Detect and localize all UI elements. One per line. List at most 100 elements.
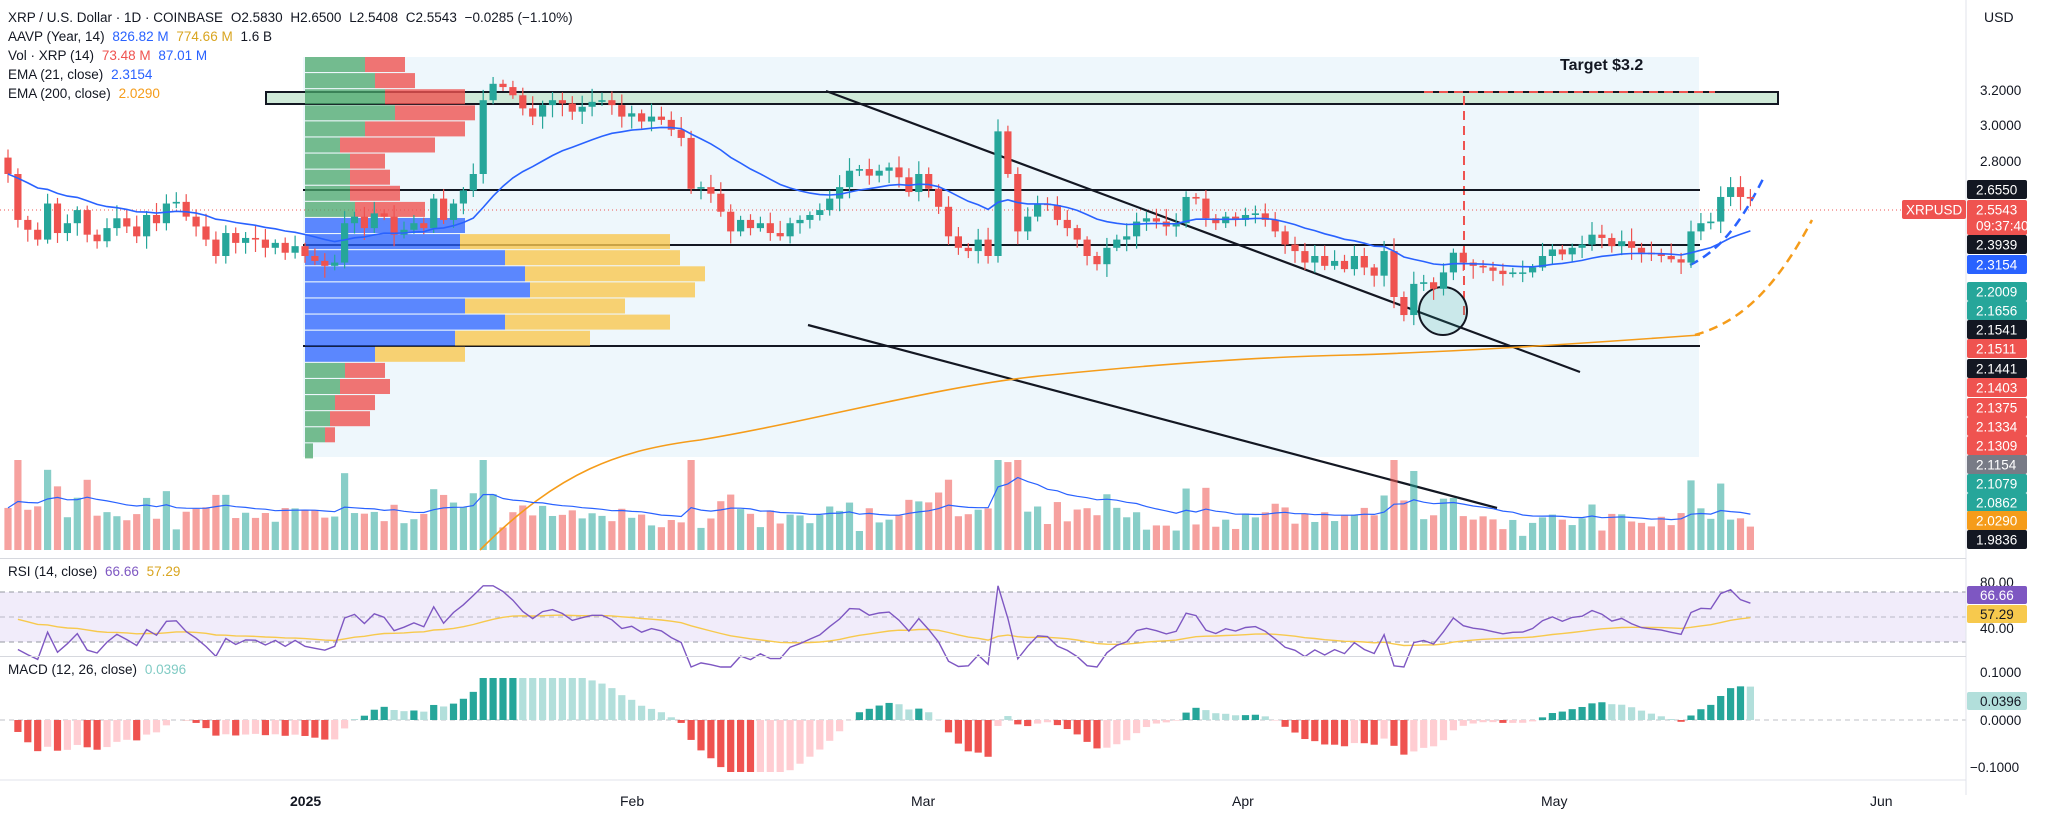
profile-bar-buy	[305, 73, 375, 89]
volume-bar	[598, 515, 606, 550]
macd-bar	[1222, 713, 1230, 720]
candle-body	[350, 216, 359, 224]
volume-bar	[1271, 503, 1279, 550]
rsi-legend[interactable]: RSI (14, close) 66.66 57.29	[8, 562, 184, 581]
macd-bar	[499, 678, 507, 720]
macd-bar	[261, 720, 269, 736]
profile-bar-buy	[305, 443, 313, 459]
ema21-legend[interactable]: EMA (21, close) 2.3154	[8, 65, 156, 84]
macd-bar	[737, 720, 745, 772]
volume-bar	[251, 517, 260, 550]
target-zone-box[interactable]	[265, 91, 1779, 105]
macd-bar	[1043, 720, 1052, 723]
candle-body	[944, 206, 953, 237]
candle-body	[1657, 254, 1665, 256]
candle-body	[1578, 244, 1586, 248]
macd-axis[interactable]: 0.1000 0.0396 0.0000 −0.1000	[1967, 665, 2027, 775]
volume-bar	[865, 508, 873, 550]
price-label: 2.1375	[1976, 401, 2017, 416]
macd-bar	[24, 720, 32, 743]
macd-bar	[1340, 720, 1349, 747]
candle-body	[291, 246, 299, 253]
profile-bar-buy	[305, 395, 335, 411]
close-value: C2.5543	[405, 10, 457, 25]
candle-body	[1558, 249, 1566, 255]
wedge-lower-line[interactable]	[807, 323, 1498, 510]
macd-bar	[865, 708, 873, 720]
volume-bar	[1360, 507, 1368, 550]
volume-bar	[1558, 519, 1566, 550]
macd-bar	[1073, 720, 1081, 735]
volume-bar	[954, 516, 962, 550]
macd-bar	[707, 720, 715, 759]
candle-body	[806, 215, 814, 220]
symbol-legend[interactable]: XRP / U.S. Dollar · 1D · COINBASE O2.583…	[8, 8, 577, 27]
macd-bar	[1083, 720, 1091, 742]
volume-bar	[1123, 517, 1131, 550]
volume-legend[interactable]: Vol · XRP (14) 73.48 M 87.01 M	[8, 46, 211, 65]
macd-bar	[271, 720, 279, 735]
price-axis[interactable]: 3.2000 3.0000 2.8000	[1980, 83, 2021, 169]
aavp-value-2: 774.66 M	[176, 29, 233, 44]
candle-body	[1331, 260, 1339, 266]
volume-bar	[1073, 509, 1081, 550]
time-axis[interactable]: 2025 Feb Mar Apr May Jun	[290, 793, 1893, 809]
candle-body	[865, 169, 873, 176]
candle-body	[1608, 237, 1616, 247]
macd-legend[interactable]: MACD (12, 26, close) 0.0396	[8, 660, 190, 679]
price-label: 2.3154	[1976, 258, 2018, 273]
volume-bar	[944, 479, 953, 550]
price-label-bg	[1967, 417, 2027, 436]
profile-bar-buy	[305, 362, 345, 378]
candle-body	[113, 218, 121, 229]
volume-bar	[519, 505, 527, 550]
macd-bar	[1331, 720, 1339, 745]
volume-value-2: 87.01 M	[158, 48, 208, 63]
macd-bar	[964, 720, 972, 752]
profile-bar-sell	[455, 330, 590, 346]
macd-bar	[44, 720, 52, 747]
volume-bar	[548, 515, 557, 550]
macd-bar	[1598, 702, 1606, 720]
volume-bar	[539, 505, 547, 550]
profile-bar-sell	[350, 185, 400, 201]
aavp-legend[interactable]: AAVP (Year, 14) 826.82 M 774.66 M 1.6 B	[8, 27, 276, 46]
symbol-title[interactable]: XRP / U.S. Dollar · 1D · COINBASE	[8, 10, 224, 25]
macd-bar	[152, 720, 161, 733]
macd-bar	[1618, 704, 1626, 720]
macd-bar	[717, 720, 725, 768]
macd-bar	[1152, 720, 1160, 724]
candle-body	[687, 137, 695, 189]
candle-body	[529, 108, 537, 117]
candle-body	[1736, 187, 1745, 197]
time-tick-jun: Jun	[1870, 793, 1893, 809]
macd-bar	[1410, 720, 1418, 752]
macd-bar	[1509, 720, 1517, 723]
pane-separator[interactable]	[0, 558, 1966, 559]
candle-body	[162, 203, 170, 224]
ema200-legend[interactable]: EMA (200, close) 2.0290	[8, 84, 164, 103]
volume-bar	[1459, 516, 1467, 550]
target-label: Target $3.2	[1560, 57, 1643, 74]
volume-profile	[305, 57, 705, 459]
currency-label[interactable]: USD	[1984, 9, 2014, 25]
macd-bar	[1370, 720, 1378, 745]
volume-bar	[1746, 526, 1754, 550]
macd-bar	[1657, 716, 1665, 720]
macd-bar	[1212, 713, 1220, 720]
wedge-upper-line[interactable]	[825, 89, 1581, 374]
volume-bar	[1548, 514, 1556, 550]
candle-body	[1449, 252, 1457, 273]
volume-bar	[1053, 502, 1061, 550]
aavp-value-1: 826.82 M	[112, 29, 169, 44]
rsi-axis[interactable]: 80.00 40.00 66.66 57.29	[1967, 575, 2027, 636]
candle-body	[232, 233, 240, 243]
macd-bar	[103, 720, 111, 748]
pane-separator[interactable]	[0, 656, 1966, 657]
macd-bar	[786, 720, 794, 771]
macd-bar	[1202, 710, 1210, 720]
macd-bar	[944, 720, 953, 733]
candle-body	[73, 210, 81, 224]
macd-bar	[895, 704, 903, 720]
